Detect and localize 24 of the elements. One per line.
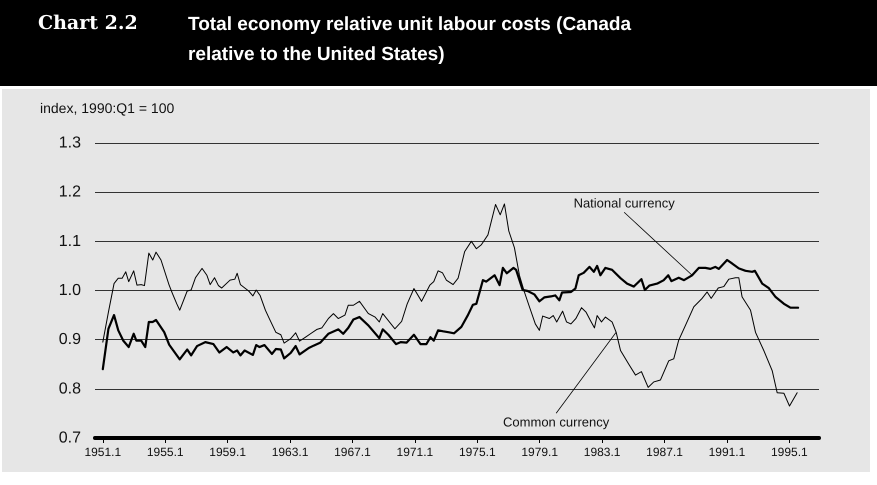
chart-title: Chart 2.2 — [38, 12, 138, 34]
x-tick-label: 1979.1 — [521, 445, 558, 459]
text: Common currency — [503, 414, 610, 430]
x-tick-label: 1991.1 — [708, 445, 746, 459]
y-tick-label: 0.7 — [58, 430, 82, 446]
x-tick-label: 1975.1 — [458, 445, 496, 459]
text: National currency — [574, 196, 675, 211]
y-tick-label: 1.1 — [58, 232, 82, 250]
y-tick-label: 1.3 — [58, 134, 82, 152]
y-axis-title: index, 1990:Q1 = 100 — [40, 100, 174, 116]
x-tick-label: 1987.1 — [646, 445, 684, 459]
x-tick-label: 1983.1 — [584, 445, 621, 459]
x-tick-label: 1967.1 — [334, 445, 372, 459]
x-tick-label: 1995.1 — [771, 445, 808, 459]
y-tick-label: 1.0 — [58, 282, 82, 299]
x-tick-label: 1959.1 — [209, 445, 246, 459]
x-tick-label: 1951.1 — [84, 445, 122, 459]
y-tick-label: 1.2 — [58, 184, 82, 201]
x-tick-label: 1971.1 — [396, 445, 434, 459]
chart-subtitle: Total economy relative unit labour costs (Canada relative to the United States) — [188, 13, 632, 67]
x-tick-label: 1963.1 — [272, 445, 309, 459]
y-tick-label: 0.8 — [58, 380, 82, 398]
x-tick-label: 1955.1 — [146, 445, 184, 459]
y-tick-label: 0.9 — [58, 331, 82, 348]
